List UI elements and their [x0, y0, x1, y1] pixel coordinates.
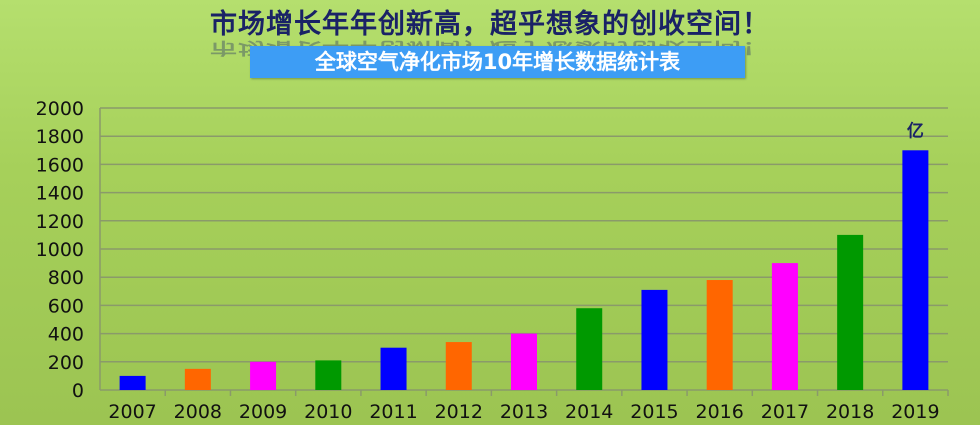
y-tick-label: 200: [48, 352, 84, 374]
x-tick-label: 2016: [696, 401, 744, 423]
bar-2012: [445, 342, 472, 390]
y-tick-label: 1400: [36, 183, 84, 205]
bar-2016: [706, 280, 733, 390]
bar-2015: [641, 289, 668, 390]
y-tick-label: 1200: [36, 211, 84, 233]
bar-2008: [184, 368, 211, 390]
headline: 市场增长年年创新高，超乎想象的创收空间！: [210, 9, 770, 40]
chart-title: 全球空气净化市场10年增长数据统计表: [250, 46, 745, 78]
y-tick-label: 400: [48, 324, 84, 346]
x-tick-label: 2012: [435, 401, 483, 423]
y-tick-label: 1000: [36, 239, 84, 261]
bar-2018: [837, 234, 864, 390]
bar-2013: [511, 333, 537, 390]
x-tick-label: 2014: [565, 401, 613, 423]
y-tick-label: 1800: [36, 126, 84, 148]
y-tick-label: 1600: [36, 154, 84, 176]
x-tick-label: 2019: [891, 401, 939, 423]
bar-2019: [902, 150, 929, 390]
x-tick-label: 2009: [239, 401, 287, 423]
x-tick-label: 2010: [304, 401, 352, 423]
x-tick-label: 2017: [761, 401, 809, 423]
y-tick-label: 2000: [36, 98, 84, 120]
y-tick-label: 0: [72, 380, 84, 402]
bar-2014: [576, 308, 603, 390]
y-tick-label: 800: [48, 267, 84, 289]
x-tick-label: 2007: [108, 401, 156, 423]
x-tick-label: 2018: [826, 401, 874, 423]
x-tick-label: 2011: [369, 401, 417, 423]
bar-2010: [315, 360, 342, 390]
bar-2011: [380, 347, 407, 390]
x-tick-label: 2015: [630, 401, 678, 423]
bar-2017: [771, 263, 798, 390]
bar-2009: [250, 361, 277, 390]
x-tick-label: 2008: [174, 401, 222, 423]
y-tick-label: 600: [48, 295, 84, 317]
bar-2007: [119, 375, 146, 390]
x-tick-label: 2013: [500, 401, 548, 423]
unit-label: 亿: [907, 120, 924, 141]
